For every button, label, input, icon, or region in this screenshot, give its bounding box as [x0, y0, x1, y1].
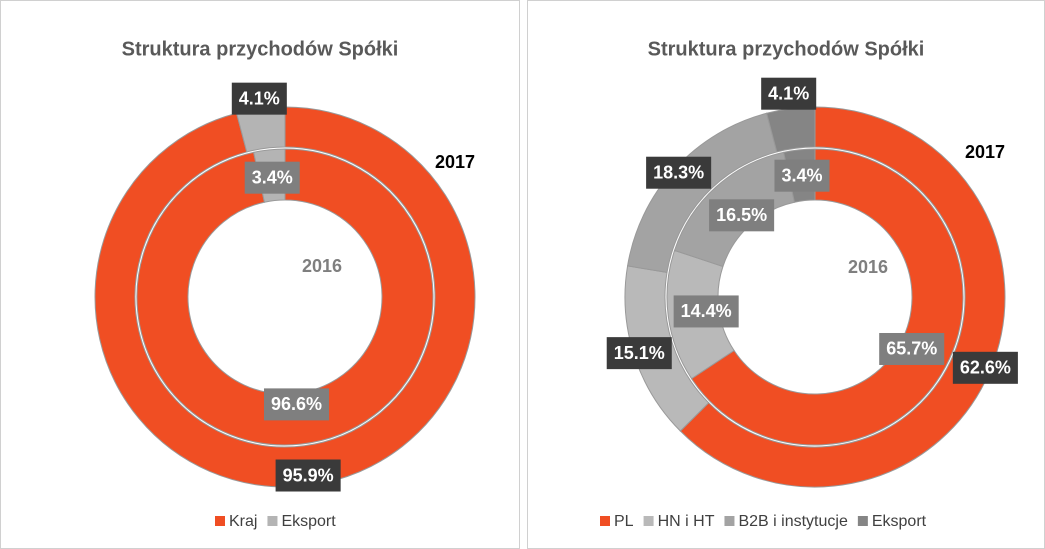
- data-label-box: [244, 161, 300, 194]
- data-label-box: [231, 82, 287, 115]
- legend-swatch: [600, 516, 610, 526]
- data-label: 14.4%: [681, 301, 732, 321]
- ring-label: 2017: [965, 142, 1005, 162]
- slice: [136, 148, 434, 446]
- legend-label: HN i HT: [658, 513, 715, 530]
- legend-label: Eksport: [281, 513, 336, 530]
- data-label: 3.4%: [781, 165, 822, 185]
- legend-label: Kraj: [229, 513, 257, 530]
- legend-swatch: [215, 516, 225, 526]
- data-label: 15.1%: [614, 343, 665, 363]
- slice: [679, 106, 1006, 488]
- legend-label: Eksport: [872, 513, 927, 530]
- legend-swatch: [857, 516, 868, 526]
- legend-swatch: [267, 516, 278, 526]
- data-label: 18.3%: [653, 162, 704, 182]
- data-label: 4.1%: [239, 88, 280, 108]
- legend-label: B2B i instytucje: [738, 513, 847, 530]
- data-label-box: [879, 332, 945, 365]
- chart-title: Struktura przychodów Spółki: [648, 38, 925, 60]
- data-label-box: [275, 459, 341, 492]
- data-label-box: [263, 388, 330, 421]
- data-label: 4.1%: [768, 83, 809, 103]
- data-label-box: [673, 295, 739, 328]
- data-label-box: [761, 77, 817, 110]
- data-label: 16.5%: [716, 205, 767, 225]
- ring-label: 2017: [435, 152, 475, 172]
- data-label-box: [646, 156, 712, 189]
- data-label-box: [774, 159, 830, 192]
- legend-label: PL: [614, 513, 634, 530]
- legend-swatch: [643, 516, 654, 526]
- data-label: 65.7%: [886, 339, 937, 359]
- data-label-box: [709, 199, 775, 232]
- data-label: 3.4%: [252, 167, 293, 187]
- ring-label: 2016: [848, 257, 888, 277]
- slice: [94, 106, 476, 488]
- chart-title: Struktura przychodów Spółki: [122, 38, 399, 60]
- data-label: 96.6%: [271, 394, 322, 414]
- slice: [766, 106, 816, 153]
- data-label-box: [606, 337, 672, 370]
- slice: [690, 148, 964, 446]
- data-label: 95.9%: [283, 465, 334, 485]
- data-label: 62.6%: [960, 358, 1011, 378]
- legend-swatch: [724, 516, 735, 526]
- data-label-box: [952, 351, 1018, 384]
- ring-label: 2016: [302, 256, 342, 276]
